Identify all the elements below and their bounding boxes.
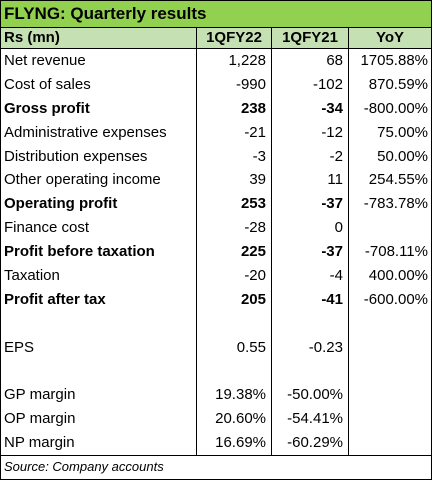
row-label: Cost of sales xyxy=(4,75,91,93)
table-row: Net revenue 1,228 68 1705.88% xyxy=(1,49,431,73)
value-1qfy22: 19.38% xyxy=(215,386,266,404)
value-yoy: -783.78% xyxy=(363,195,428,213)
value-1qfy21: -0.23 xyxy=(308,338,343,356)
value-1qfy22: -20 xyxy=(244,267,266,285)
table-row: Other operating income 39 11 254.55% xyxy=(1,168,431,192)
value-1qfy21: -60.29% xyxy=(287,434,343,452)
table-row: Profit before taxation 225 -37 -708.11% xyxy=(1,240,431,264)
value-1qfy22: 253 xyxy=(240,195,266,213)
table-title: FLYNG: Quarterly results xyxy=(1,1,431,27)
row-label: Net revenue xyxy=(4,52,86,69)
value-1qfy22: -990 xyxy=(235,75,266,93)
row-label: Gross profit xyxy=(4,99,90,117)
value-1qfy21: -34 xyxy=(321,99,343,117)
value-yoy: 75.00% xyxy=(377,123,428,141)
row-label: Finance cost xyxy=(4,219,90,237)
value-yoy: -708.11% xyxy=(364,243,428,261)
row-label: Other operating income xyxy=(4,171,161,189)
header-label: Rs (mn) xyxy=(4,29,60,46)
value-yoy: 50.00% xyxy=(377,147,428,165)
table-row: Taxation -20 -4 400.00% xyxy=(1,264,431,288)
value-yoy: 870.59% xyxy=(368,75,428,93)
header-row: Rs (mn) 1QFY22 1QFY21 YoY xyxy=(1,27,431,49)
value-1qfy21: -4 xyxy=(329,267,343,285)
table-row: Cost of sales -990 -102 870.59% xyxy=(1,73,431,97)
value-1qfy21: -50.00% xyxy=(287,386,343,404)
value-1qfy21: -12 xyxy=(321,123,343,141)
table-row: Profit after tax 205 -41 -600.00% xyxy=(1,288,431,312)
value-1qfy22: 1,228 xyxy=(228,52,266,69)
value-1qfy22: -21 xyxy=(244,123,266,141)
value-1qfy21: 11 xyxy=(327,171,343,189)
table-body: Net revenue 1,228 68 1705.88% Cost of sales -… xyxy=(1,49,431,455)
value-1qfy22: 238 xyxy=(240,99,266,117)
row-label: OP margin xyxy=(4,410,76,428)
value-1qfy21: 68 xyxy=(326,52,343,69)
column-divider xyxy=(196,27,197,455)
row-label: GP margin xyxy=(4,386,76,404)
value-1qfy22: -3 xyxy=(252,147,266,165)
table-row: Operating profit 253 -37 -783.78% xyxy=(1,192,431,216)
value-yoy: 254.55% xyxy=(368,171,428,189)
row-label: Taxation xyxy=(4,267,60,285)
table-row xyxy=(1,312,431,336)
value-yoy: 1705.88% xyxy=(360,52,428,69)
table-row: Finance cost -28 0 xyxy=(1,216,431,240)
value-1qfy21: -54.41% xyxy=(287,410,343,428)
value-1qfy21: -37 xyxy=(321,243,343,261)
value-yoy: 400.00% xyxy=(368,267,428,285)
source-note: Source: Company accounts xyxy=(1,455,431,479)
value-yoy: -800.00% xyxy=(363,99,428,117)
value-1qfy22: 20.60% xyxy=(215,410,266,428)
row-label: NP margin xyxy=(4,434,75,452)
value-1qfy22: 16.69% xyxy=(215,434,266,452)
table-row: OP margin 20.60% -54.41% xyxy=(1,407,431,431)
table-row: Administrative expenses -21 -12 75.00% xyxy=(1,121,431,145)
value-1qfy22: 225 xyxy=(240,243,266,261)
row-label: Administrative expenses xyxy=(4,123,167,141)
value-1qfy22: 205 xyxy=(240,290,266,308)
column-divider xyxy=(271,27,272,455)
table-row: Distribution expenses -3 -2 50.00% xyxy=(1,145,431,169)
table-row: NP margin 16.69% -60.29% xyxy=(1,431,431,455)
column-divider xyxy=(348,27,349,455)
row-label: Profit before taxation xyxy=(4,243,155,261)
table-row xyxy=(1,360,431,384)
value-1qfy21: -102 xyxy=(312,75,343,93)
row-label: Operating profit xyxy=(4,195,118,213)
value-1qfy22: 39 xyxy=(249,171,266,189)
value-1qfy21: -37 xyxy=(321,195,343,213)
header-1qfy22: 1QFY22 xyxy=(206,29,262,46)
value-1qfy21: -2 xyxy=(329,147,343,165)
row-label: Distribution expenses xyxy=(4,147,148,165)
row-label: Profit after tax xyxy=(4,290,106,308)
table-row: GP margin 19.38% -50.00% xyxy=(1,383,431,407)
header-1qfy21: 1QFY21 xyxy=(282,29,338,46)
header-yoy: YoY xyxy=(375,29,405,46)
table-row: Gross profit 238 -34 -800.00% xyxy=(1,97,431,121)
row-label: EPS xyxy=(4,338,35,356)
table-row: EPS 0.55 -0.23 xyxy=(1,336,431,360)
value-1qfy22: 0.55 xyxy=(236,338,266,356)
value-1qfy22: -28 xyxy=(244,219,266,237)
value-yoy: -600.00% xyxy=(363,290,428,308)
value-1qfy21: -41 xyxy=(321,290,343,308)
value-1qfy21: 0 xyxy=(334,219,343,237)
